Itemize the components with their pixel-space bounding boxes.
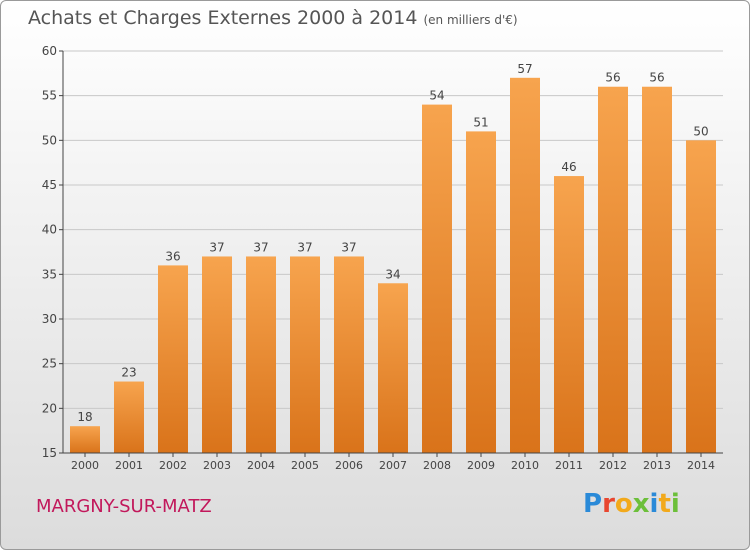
chart-title-text: Achats et Charges Externes 2000 à 2014 — [28, 7, 418, 29]
y-tick-label: 15 — [42, 446, 57, 460]
bar-2014 — [686, 140, 716, 454]
bar-2000 — [70, 426, 100, 453]
y-tick-label: 50 — [42, 133, 57, 147]
chart-title: Achats et Charges Externes 2000 à 2014 (e… — [28, 7, 518, 29]
y-tick-label: 20 — [42, 401, 57, 415]
x-tick-label-2014: 2014 — [687, 459, 715, 472]
bar-2008 — [422, 104, 452, 453]
x-tick-label-2005: 2005 — [291, 459, 319, 472]
value-label-2014: 50 — [693, 124, 708, 138]
proxiti-logo[interactable]: Proxiti — [583, 489, 680, 519]
value-label-2002: 36 — [165, 249, 180, 263]
bar-2006 — [334, 256, 364, 453]
value-label-2008: 54 — [429, 89, 444, 103]
x-tick-label-2010: 2010 — [511, 459, 539, 472]
value-label-2003: 37 — [209, 240, 224, 254]
chart-unit: (en milliers d'€) — [423, 13, 518, 27]
value-label-2007: 34 — [385, 267, 400, 281]
city-name: MARGNY-SUR-MATZ — [36, 496, 212, 517]
x-tick-label-2002: 2002 — [159, 459, 187, 472]
x-tick-label-2007: 2007 — [379, 459, 407, 472]
bar-2005 — [290, 256, 320, 453]
bar-2009 — [466, 131, 496, 453]
bar-2012 — [598, 86, 628, 453]
y-tick-label: 30 — [42, 312, 57, 326]
bar-2004 — [246, 256, 276, 453]
x-tick-label-2011: 2011 — [555, 459, 583, 472]
x-tick-label-2008: 2008 — [423, 459, 451, 472]
bar-2007 — [378, 283, 408, 453]
x-tick-label-2004: 2004 — [247, 459, 275, 472]
x-tick-label-2012: 2012 — [599, 459, 627, 472]
y-tick-label: 25 — [42, 357, 57, 371]
value-label-2005: 37 — [297, 240, 312, 254]
bar-2001 — [114, 381, 144, 453]
bar-2003 — [202, 256, 232, 453]
y-tick-label: 40 — [42, 223, 57, 237]
y-tick-label: 55 — [42, 89, 57, 103]
x-tick-label-2009: 2009 — [467, 459, 495, 472]
y-tick-label: 35 — [42, 267, 57, 281]
value-label-2013: 56 — [649, 71, 664, 85]
bar-2013 — [642, 86, 672, 453]
value-label-2000: 18 — [77, 410, 92, 424]
value-label-2009: 51 — [473, 115, 488, 129]
x-tick-label-2000: 2000 — [71, 459, 99, 472]
value-label-2001: 23 — [121, 366, 136, 380]
value-label-2010: 57 — [517, 62, 532, 76]
x-tick-label-2003: 2003 — [203, 459, 231, 472]
value-label-2004: 37 — [253, 240, 268, 254]
bar-2002 — [158, 265, 188, 453]
value-label-2006: 37 — [341, 240, 356, 254]
x-tick-label-2001: 2001 — [115, 459, 143, 472]
value-label-2011: 46 — [561, 160, 576, 174]
x-tick-label-2013: 2013 — [643, 459, 671, 472]
bar-2010 — [510, 77, 540, 454]
y-tick-label: 60 — [42, 44, 57, 58]
bar-2011 — [554, 176, 584, 454]
x-tick-label-2006: 2006 — [335, 459, 363, 472]
value-label-2012: 56 — [605, 71, 620, 85]
y-tick-label: 45 — [42, 178, 57, 192]
